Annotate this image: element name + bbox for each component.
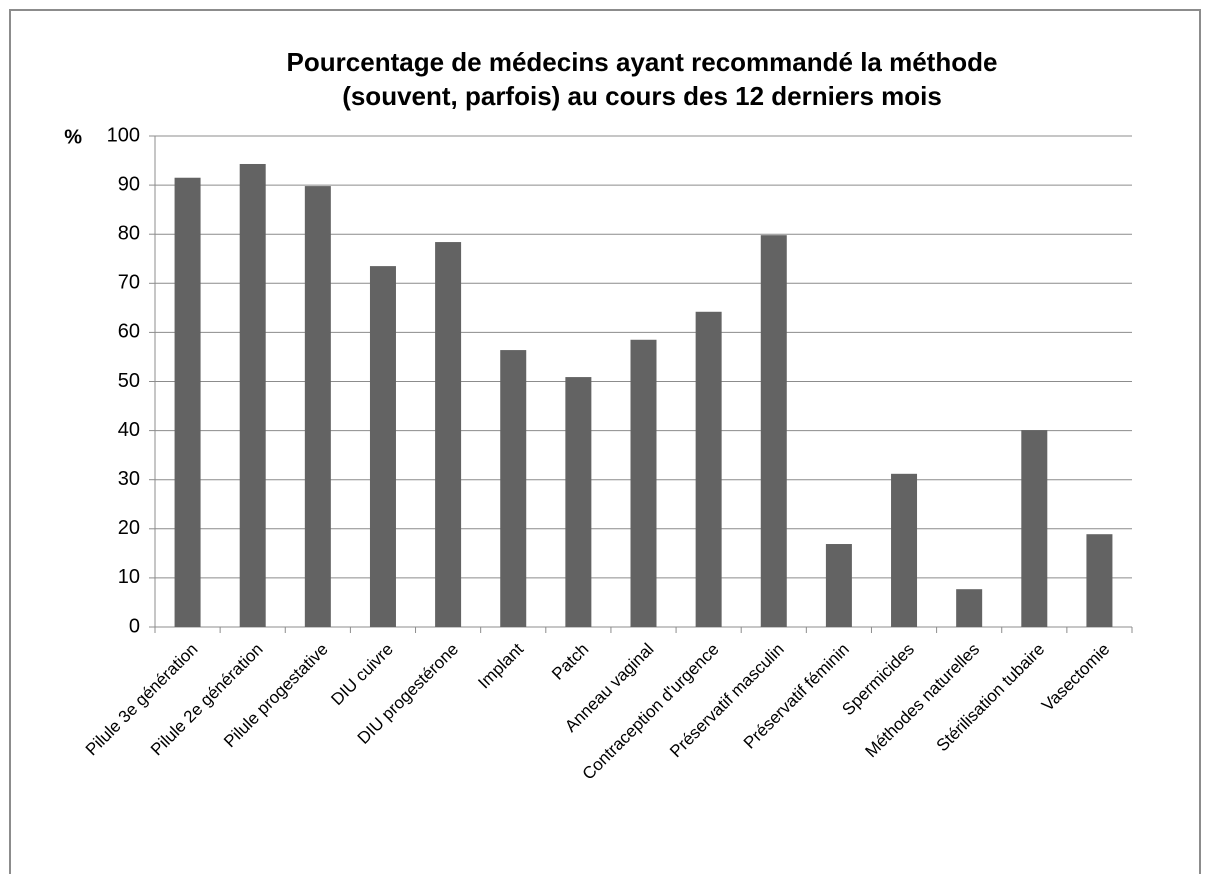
x-tick-label: Vasectomie [1038, 640, 1113, 715]
y-tick-label: 70 [118, 272, 140, 294]
chart-frame [9, 9, 1201, 874]
chart-title: (souvent, parfois) au cours des 12 derni… [342, 81, 942, 111]
bar [1086, 534, 1113, 627]
x-tick-label: DIU cuivre [327, 640, 397, 710]
y-tick-label: 0 [129, 615, 140, 637]
y-tick-label: 90 [118, 173, 140, 195]
bar [695, 311, 722, 627]
bar [435, 242, 462, 627]
y-tick-label: 30 [118, 468, 140, 490]
x-tick-label: Pilule 3e génération [82, 640, 202, 760]
chart-title: Pourcentage de médecins ayant recommandé… [287, 47, 998, 77]
bar [565, 377, 592, 627]
bar [239, 163, 266, 627]
y-tick-label: 40 [118, 419, 140, 441]
x-tick-label: Implant [474, 639, 527, 692]
bar [760, 235, 787, 627]
bar [500, 350, 527, 627]
bar [956, 589, 983, 627]
x-tick-label: Stérilisation tubaire [933, 640, 1049, 756]
x-tick-label: Méthodes naturelles [861, 640, 983, 762]
y-tick-label: 20 [118, 517, 140, 539]
y-tick-label: 60 [118, 321, 140, 343]
y-tick-label: 10 [118, 566, 140, 588]
x-tick-label: Pilule 2e génération [147, 640, 267, 760]
bar [369, 266, 396, 627]
bar [630, 339, 657, 627]
bar [174, 177, 201, 628]
bar [304, 186, 331, 627]
y-tick-label: 80 [118, 222, 140, 244]
bar [1021, 430, 1048, 627]
y-tick-label: 50 [118, 370, 140, 392]
y-tick-label: 100 [107, 124, 140, 146]
x-tick-label: Préservatif masculin [666, 640, 788, 762]
bar [825, 544, 852, 627]
bar [891, 473, 918, 627]
x-tick-label: Patch [548, 640, 592, 684]
y-axis-label: % [64, 126, 82, 148]
